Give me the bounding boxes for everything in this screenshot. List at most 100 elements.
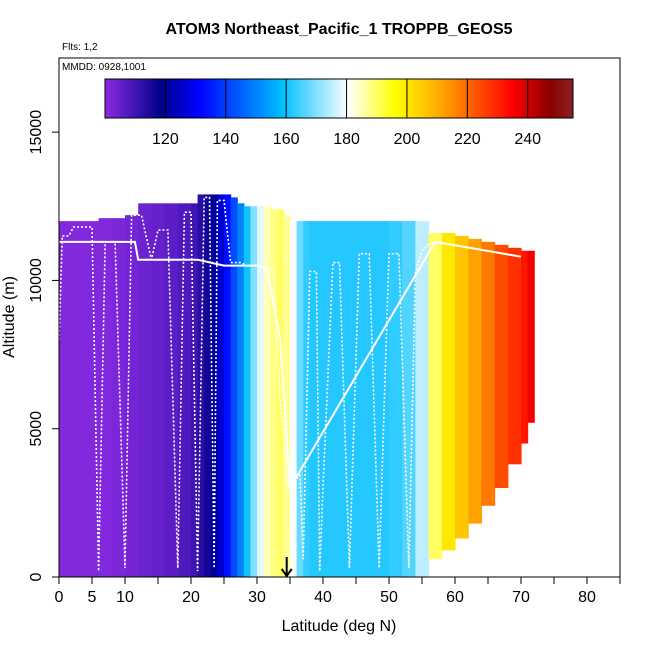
heatmap-column (455, 235, 469, 539)
heatmap-column (270, 209, 278, 577)
colorbar-swatch (528, 79, 532, 118)
colorbar-swatch (324, 79, 328, 118)
colorbar-swatch (498, 79, 502, 118)
colorbar-swatch (351, 79, 355, 118)
colorbar-swatch (366, 79, 370, 118)
colorbar-swatch (291, 79, 295, 118)
y-tick-label: 0 (28, 572, 45, 581)
colorbar-swatch (411, 79, 415, 118)
colorbar-swatch (270, 79, 274, 118)
heatmap-column (217, 194, 225, 577)
colorbar-swatch (420, 79, 424, 118)
colorbar-swatch (234, 79, 238, 118)
colorbar-swatch (504, 79, 508, 118)
marker-arrow-head (280, 568, 293, 578)
colorbar-tick-label: 120 (152, 131, 179, 148)
x-axis: 0 5 10 20 30 40 50 60 70 80 (55, 577, 621, 606)
colorbar-swatch (261, 79, 265, 118)
heatmap-column (111, 218, 126, 577)
colorbar-swatch (441, 79, 445, 118)
colorbar-swatch (531, 79, 535, 118)
colorbar-swatch (195, 79, 199, 118)
colorbar-swatch (486, 79, 490, 118)
colorbar-swatch (174, 79, 178, 118)
colorbar-swatch (399, 79, 403, 118)
colorbar-tick-label: 160 (273, 131, 300, 148)
colorbar-swatch (255, 79, 259, 118)
colorbar-swatch (123, 79, 127, 118)
colorbar-swatch (159, 79, 163, 118)
heatmap-column (323, 221, 337, 577)
colorbar-swatch (180, 79, 184, 118)
colorbar-swatch (369, 79, 373, 118)
colorbar-swatch (348, 79, 352, 118)
colorbar-swatch (147, 79, 151, 118)
colorbar-tick-label: 180 (333, 131, 360, 148)
y-axis-label: Altitude (m) (1, 276, 18, 358)
heatmap-column (507, 247, 522, 465)
colorbar-swatch (468, 79, 472, 118)
colorbar-swatch (447, 79, 451, 118)
flight-profile-line (59, 196, 442, 572)
colorbar-frame (104, 78, 574, 119)
heatmap-column (250, 206, 258, 577)
colorbar-swatch (276, 79, 280, 118)
colorbar-swatch (162, 79, 166, 118)
heatmap-column (283, 215, 291, 577)
colorbar-swatch (237, 79, 241, 118)
x-tick-label: 20 (182, 589, 200, 606)
colorbar-swatch (462, 79, 466, 118)
colorbar-swatch (543, 79, 547, 118)
colorbar-swatch (153, 79, 157, 118)
heatmap-column (527, 250, 535, 423)
colorbar-swatch (480, 79, 484, 118)
plot-frame (58, 57, 621, 578)
colorbar-swatch (192, 79, 196, 118)
heatmap-column (72, 221, 86, 577)
colorbar-swatch (339, 79, 343, 118)
colorbar-tick-label: 200 (394, 131, 421, 148)
heatmap-column (125, 215, 139, 577)
heatmap-column (263, 206, 271, 577)
flights-annotation: Flts: 1,2 (62, 42, 98, 53)
colorbar-swatch (429, 79, 433, 118)
heatmap-column (210, 194, 218, 577)
colorbar-tick-label: 140 (212, 131, 239, 148)
colorbar-swatch (438, 79, 442, 118)
colorbar-swatch (306, 79, 310, 118)
heatmap-column (375, 221, 390, 577)
heatmap-column (415, 221, 430, 577)
colorbar-swatch (564, 79, 568, 118)
colorbar-swatch (222, 79, 226, 118)
colorbar-swatch (471, 79, 475, 118)
colorbar-swatch (444, 79, 448, 118)
colorbar-swatch (177, 79, 181, 118)
colorbar-swatch (423, 79, 427, 118)
colorbar-swatch (555, 79, 559, 118)
location-marker (280, 557, 293, 578)
heatmap-column (59, 221, 73, 577)
colorbar-swatch (522, 79, 526, 118)
colorbar-swatch (567, 79, 571, 118)
colorbar-swatch (114, 79, 118, 118)
heatmap-column (309, 221, 317, 577)
colorbar-swatch (312, 79, 316, 118)
colorbar-swatch (492, 79, 496, 118)
colorbar-swatch (285, 79, 289, 118)
y-tick-label: 15000 (28, 110, 45, 155)
x-tick-label: 10 (116, 589, 134, 606)
colorbar-swatch (501, 79, 505, 118)
colorbar-swatch (459, 79, 463, 118)
colorbar-swatch (489, 79, 493, 118)
colorbar-swatch (513, 79, 517, 118)
colorbar-swatch (231, 79, 235, 118)
colorbar-swatch (225, 79, 229, 118)
colorbar-swatch (558, 79, 562, 118)
heatmap-column (296, 221, 304, 577)
colorbar-swatch (198, 79, 202, 118)
colorbar-swatch (150, 79, 154, 118)
colorbar-swatch (300, 79, 304, 118)
chart-title: ATOM3 Northeast_Pacific_1 TROPPB_GEOS5 (165, 21, 512, 38)
colorbar-swatch (258, 79, 262, 118)
heatmap-column (151, 203, 166, 577)
